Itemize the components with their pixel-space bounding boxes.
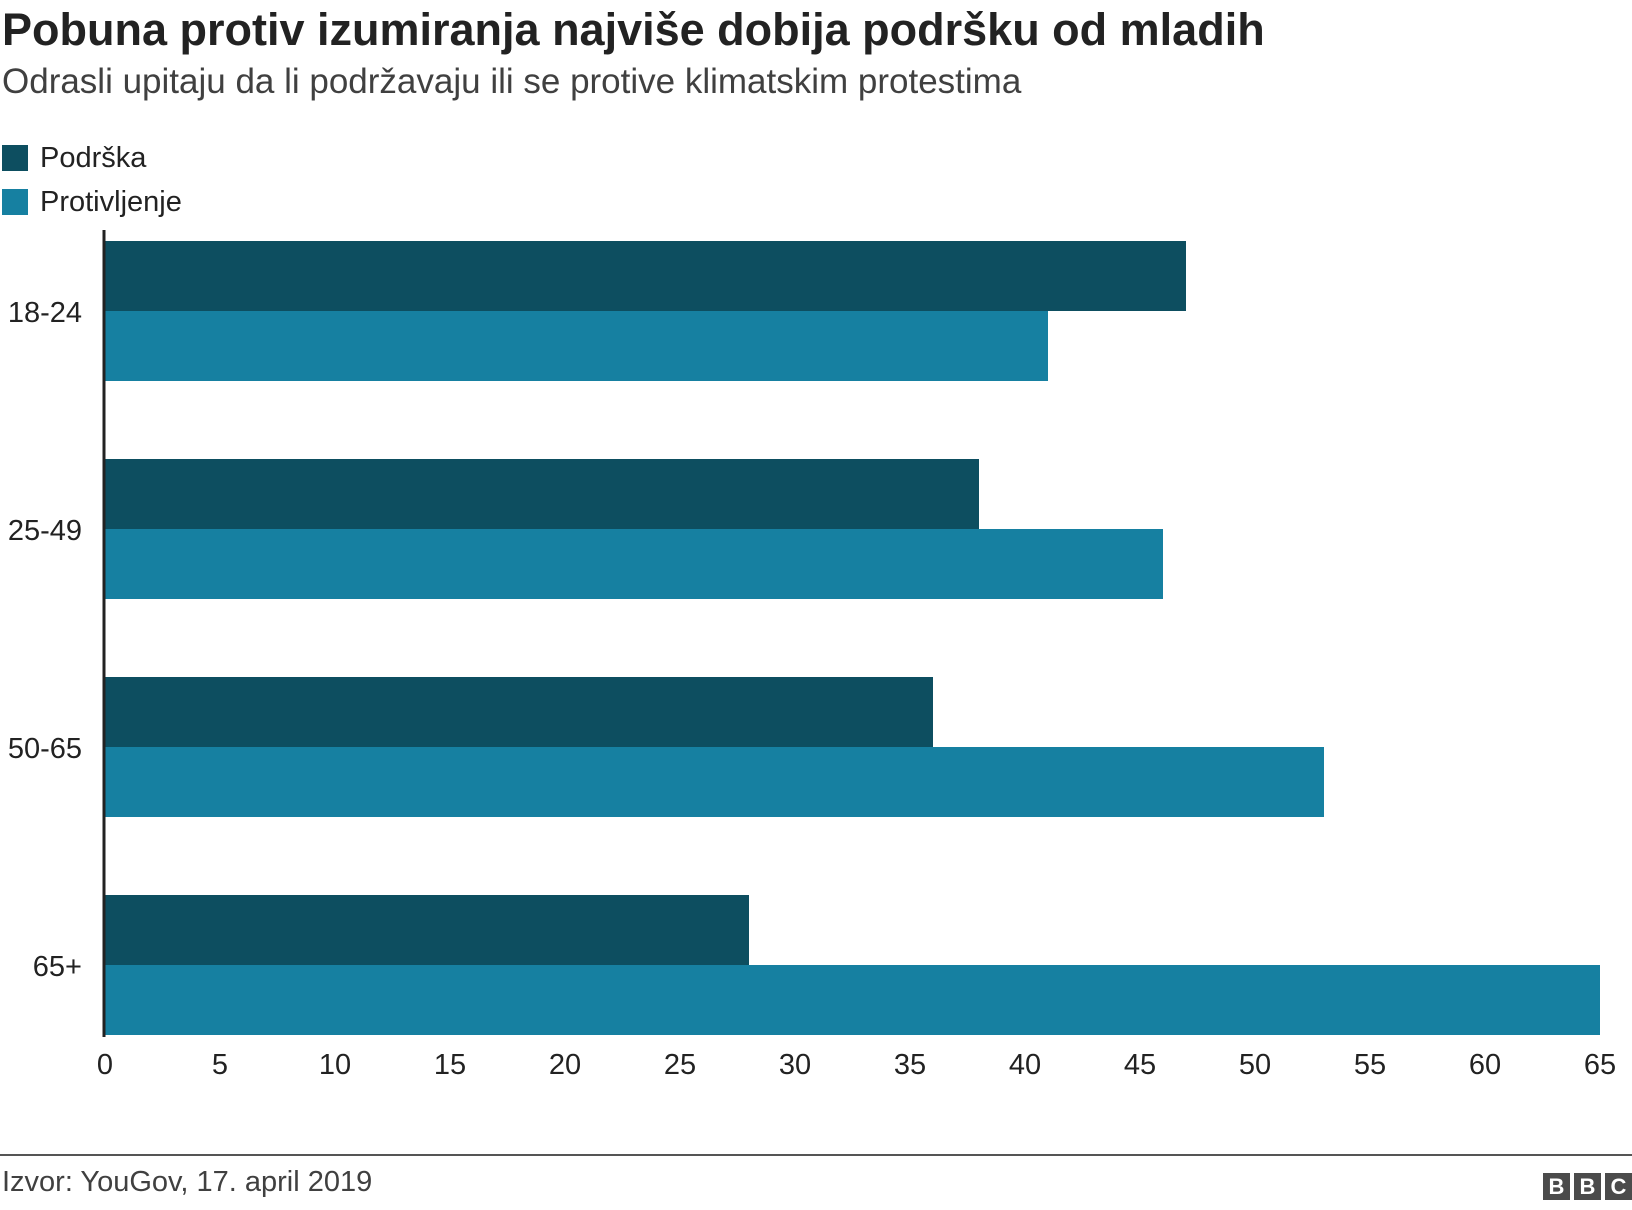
- bar-podrska-65+: [105, 895, 749, 965]
- x-tick-label: 45: [1124, 1049, 1156, 1081]
- chart-title: Pobuna protiv izumiranja najviše dobija …: [2, 4, 1265, 55]
- x-tick-label: 10: [319, 1049, 351, 1081]
- logo-letter: C: [1605, 1173, 1632, 1200]
- x-tick-label: 50: [1239, 1049, 1271, 1081]
- bar-protivljenje-65+: [105, 965, 1600, 1035]
- bbc-logo: B B C: [1543, 1173, 1632, 1200]
- bar-podrska-25-49: [105, 459, 979, 529]
- footer-divider: [0, 1154, 1632, 1156]
- bar-podrska-18-24: [105, 241, 1186, 311]
- source-note: Izvor: YouGov, 17. april 2019: [2, 1166, 373, 1198]
- y-tick-label: 65+: [33, 951, 82, 983]
- x-tick-label: 0: [97, 1049, 113, 1081]
- legend-label-protivljenje: Protivljenje: [40, 185, 182, 218]
- x-tick-label: 20: [549, 1049, 581, 1081]
- chart-subtitle: Odrasli upitaju da li podržavaju ili se …: [2, 62, 1022, 101]
- x-tick-label: 60: [1469, 1049, 1501, 1081]
- legend: Podrška Protivljenje: [2, 136, 182, 224]
- x-tick-label: 30: [779, 1049, 811, 1081]
- x-tick-label: 15: [434, 1049, 466, 1081]
- bar-protivljenje-18-24: [105, 311, 1048, 381]
- legend-swatch-podrska: [2, 145, 28, 171]
- y-tick-label: 50-65: [8, 733, 82, 765]
- bar-podrska-50-65: [105, 677, 933, 747]
- legend-swatch-protivljenje: [2, 189, 28, 215]
- bar-protivljenje-50-65: [105, 747, 1324, 817]
- bar-chart: 18-24 25-49 50-65 65+ 0 5 10 15 20 25 30 35 40 45 50 55…: [8, 230, 1616, 1081]
- logo-letter: B: [1574, 1173, 1601, 1200]
- bar-protivljenje-25-49: [105, 529, 1163, 599]
- legend-label-podrska: Podrška: [40, 141, 147, 174]
- x-tick-label: 55: [1354, 1049, 1386, 1081]
- x-tick-label: 25: [664, 1049, 696, 1081]
- logo-letter: B: [1543, 1173, 1570, 1200]
- legend-item-podrska: Podrška: [2, 136, 182, 180]
- x-tick-label: 35: [894, 1049, 926, 1081]
- x-tick-label: 65: [1584, 1049, 1616, 1081]
- y-tick-label: 18-24: [8, 297, 82, 329]
- x-tick-label: 5: [212, 1049, 228, 1081]
- y-tick-label: 25-49: [8, 515, 82, 547]
- x-tick-label: 40: [1009, 1049, 1041, 1081]
- legend-item-protivljenje: Protivljenje: [2, 180, 182, 224]
